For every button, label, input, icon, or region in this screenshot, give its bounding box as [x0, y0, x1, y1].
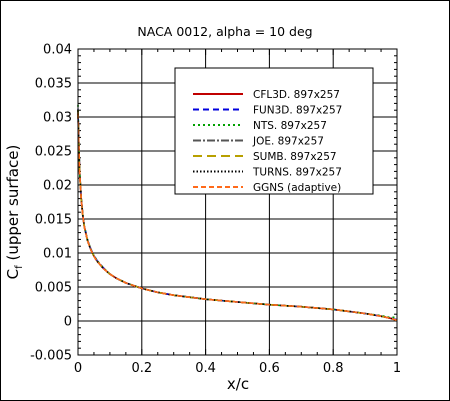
y-tick-label: 0.035: [35, 77, 72, 92]
legend-label: JOE. 897x257: [252, 136, 324, 148]
x-tick-label: 0: [74, 361, 82, 376]
y-tick-label: 0.03: [43, 111, 72, 126]
x-tick-label: 0.4: [195, 361, 216, 376]
chart-title: NACA 0012, alpha = 10 deg: [137, 24, 312, 39]
legend-label: SUMB. 897x257: [253, 151, 337, 163]
legend-label: NTS. 897x257: [253, 120, 327, 132]
legend-label: CFL3D. 897x257: [253, 89, 340, 101]
y-tick-label: 0: [64, 315, 72, 330]
y-tick-label: 0.005: [35, 281, 72, 296]
y-tick-label: -0.005: [30, 349, 72, 364]
series-line: [77, 113, 398, 322]
x-tick-label: 0.8: [323, 361, 344, 376]
plot-area-frame: [77, 48, 398, 356]
y-tick-label: 0.04: [43, 43, 72, 58]
legend-box: [174, 67, 374, 195]
y-axis-label-subscript: f: [14, 265, 25, 269]
y-tick-label: 0.015: [35, 213, 72, 228]
x-tick-label: 0.2: [131, 361, 152, 376]
x-tick-label: 1: [393, 361, 401, 376]
y-tick-label: 0.02: [43, 179, 72, 194]
y-tick-label: 0.01: [43, 247, 72, 262]
x-axis-label: x/c: [227, 375, 249, 393]
legend: CFL3D. 897x257 FUN3D. 897x257 NTS. 897x257…: [174, 67, 374, 195]
x-tick-labels: 0 0.2 0.4 0.6 0.8 1: [74, 361, 401, 376]
x-tick-label: 0.6: [259, 361, 280, 376]
y-tick-labels: -0.005 0 0.005 0.01 0.015 0.02 0.025 0.03 0.035 0…: [30, 43, 72, 364]
y-tick-label: 0.025: [35, 145, 72, 160]
series-layer: [77, 104, 398, 322]
y-axis-label: Cf (upper surface): [4, 145, 25, 280]
y-axis-label-main: C: [4, 269, 22, 279]
y-axis-label-rest: (upper surface): [4, 145, 22, 266]
legend-label: GGNS (adaptive): [253, 182, 341, 194]
legend-label: FUN3D. 897x257: [253, 105, 342, 117]
legend-label: TURNS. 897x257: [252, 167, 342, 179]
